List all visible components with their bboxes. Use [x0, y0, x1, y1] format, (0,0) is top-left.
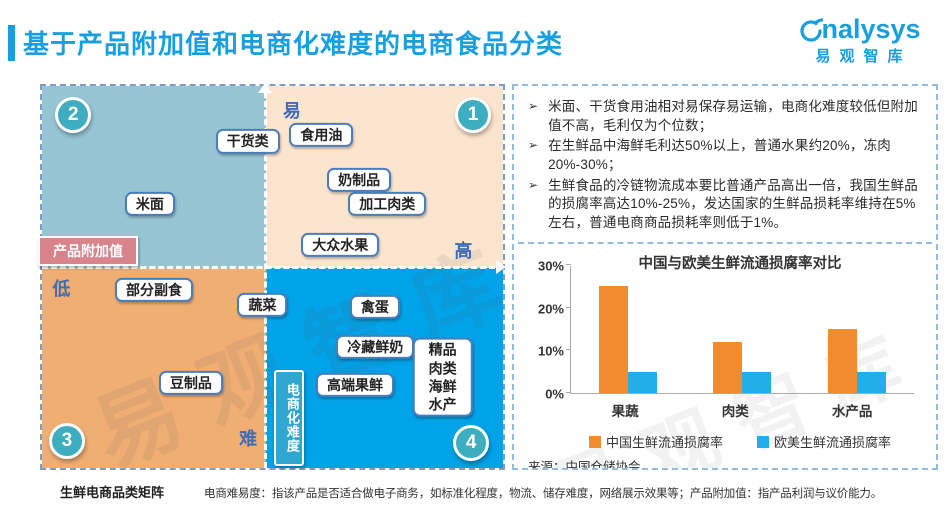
y-axis-min-label: 难 — [239, 429, 258, 450]
chart-source: 来源：中国仓储协会 — [528, 460, 641, 470]
chart-legend: 中国生鲜流通损腐率 欧美生鲜流通损腐率 — [554, 432, 926, 451]
quadrant-3-number: 3 — [48, 423, 85, 460]
chart-plot-area: 0% 10% 20% 30% — [538, 259, 914, 402]
bar-group-1 — [599, 286, 658, 393]
matrix-item-chip: 奶制品 — [327, 167, 392, 193]
legend-item: 中国生鲜流通损腐率 — [588, 432, 723, 451]
y-axis-tick-label: 20% — [537, 301, 564, 317]
y-axis-tick-label: 0% — [545, 386, 564, 402]
panel-divider — [518, 242, 932, 244]
y-axis-max-label: 易 — [282, 100, 301, 121]
bullet-arrow-icon: ➢ — [528, 177, 539, 192]
matrix-item-chip: 干货类 — [215, 129, 280, 154]
bar-欧美生鲜流通损腐率-果蔬 — [628, 371, 658, 393]
matrix-item-chip: 高端果鲜 — [316, 372, 395, 397]
footer-caption: 生鲜电商品类矩阵 — [60, 485, 165, 500]
analysys-logo: nalysys 易观智库 — [784, 16, 934, 66]
axis-arrow-up-icon — [258, 83, 273, 93]
quadrant-1-number: 1 — [455, 96, 492, 133]
bar-中国生鲜流通损腐率-水产品 — [827, 329, 857, 393]
matrix-item-chip: 大众水果 — [301, 233, 380, 258]
matrix-item-chip: 食用油 — [289, 123, 354, 148]
bullet-text: 米面、干货食用油相对易保存易运输，电商化难度较低但附加值不高，毛利仅为个位数； — [548, 99, 918, 133]
matrix-item-chip: 加工肉类 — [348, 191, 427, 217]
quadrant-matrix: 易观智库 1 2 3 4 易 难 高 低 产品附加值 电商化难度 干货类食用油米… — [38, 83, 539, 485]
legend-swatch-icon — [757, 435, 769, 448]
insight-panel: ➢ 米面、干货食用油相对易保存易运输，电商化难度较低但附加值不高，毛利仅为个位数；… — [512, 84, 938, 470]
loss-rate-bar-chart: 易观智库 中国与欧美生鲜流通损腐率对比 0%10%20%30% 果蔬肉类水产品 … — [514, 244, 936, 468]
matrix-item-chip: 米面 — [124, 191, 175, 216]
footer-note: 电商难易度：指该产品是否适合做电子商务，如标准化程度，物流、储存难度，网络展示效… — [204, 488, 883, 500]
x-axis-category-label: 水产品 — [831, 404, 873, 419]
y-axis-title-badge: 电商化难度 — [273, 370, 304, 466]
bullet-arrow-icon: ➢ — [528, 138, 539, 153]
insight-bullets: ➢ 米面、干货食用油相对易保存易运输，电商化难度较低但附加值不高，毛利仅为个位数；… — [514, 86, 936, 232]
bar-中国生鲜流通损腐率-肉类 — [713, 341, 743, 393]
x-axis-title-badge: 产品附加值 — [38, 235, 138, 266]
header: 基于产品附加值和电商化难度的电商食品分类 — [8, 24, 563, 61]
chart-bars — [571, 266, 914, 393]
insight-bullet: ➢ 米面、干货食用油相对易保存易运输，电商化难度较低但附加值不高，毛利仅为个位数； — [526, 98, 928, 135]
matrix-item-chip: 部分副食 — [115, 277, 194, 303]
bar-欧美生鲜流通损腐率-肉类 — [742, 371, 772, 393]
bullet-arrow-icon: ➢ — [528, 99, 539, 113]
matrix-item-chip: 蔬菜 — [237, 293, 288, 318]
matrix-item-chip: 禽蛋 — [349, 294, 400, 319]
quadrant-4-number: 4 — [453, 425, 490, 462]
legend-swatch-icon — [588, 435, 601, 448]
bar-中国生鲜流通损腐率-果蔬 — [599, 286, 629, 393]
logo-brand: nalysys — [784, 16, 934, 43]
bullet-text: 生鲜食品的冷链物流成本要比普通产品高出一倍，我国生鲜品的损腐率高达10%-25%… — [548, 177, 918, 230]
legend-item: 欧美生鲜流通损腐率 — [757, 432, 891, 451]
horizontal-axis-line — [42, 266, 495, 270]
matrix-item-chip: 豆制品 — [158, 370, 223, 395]
y-axis-tick-mark — [566, 349, 571, 351]
y-axis-tick-label: 30% — [537, 258, 564, 274]
bar-group-3 — [827, 329, 886, 393]
legend-label: 欧美生鲜流通损腐率 — [774, 435, 892, 450]
legend-label: 中国生鲜流通损腐率 — [605, 435, 723, 450]
vertical-axis-line — [264, 92, 268, 468]
insight-bullet: ➢ 生鲜食品的冷链物流成本要比普通产品高出一倍，我国生鲜品的损腐率高达10%-25… — [526, 177, 928, 233]
x-axis-max-label: 高 — [454, 241, 473, 262]
bullet-text: 在生鲜品中海鲜毛利达50%以上，普通水果约20%，冻肉20%-30%； — [548, 138, 892, 172]
matrix-item-chip: 冷藏鲜奶 — [336, 335, 415, 360]
x-axis-min-label: 低 — [52, 278, 71, 299]
bar-group-2 — [713, 341, 772, 393]
chart-title: 中国与欧美生鲜流通损腐率对比 — [638, 256, 842, 272]
title-accent-bar — [8, 24, 15, 61]
footer: 生鲜电商品类矩阵 电商难易度：指该产品是否适合做电子商务，如标准化程度，物流、储… — [60, 482, 882, 501]
logo-brand-text: nalysys — [821, 14, 921, 44]
x-axis-category-label: 果蔬 — [611, 404, 639, 419]
page-title: 基于产品附加值和电商化难度的电商食品分类 — [23, 29, 564, 59]
quadrant-2-number: 2 — [55, 96, 92, 133]
logo-brand-cn: 易观智库 — [815, 48, 912, 65]
axis-arrow-right-icon — [496, 260, 506, 275]
logo-swirl-icon — [800, 17, 824, 42]
y-axis-tick-mark — [566, 392, 571, 393]
x-axis-category-label: 肉类 — [721, 404, 749, 419]
matrix-item-chip: 精品肉类 海鲜水产 — [412, 338, 473, 417]
insight-bullet: ➢ 在生鲜品中海鲜毛利达50%以上，普通水果约20%，冻肉20%-30%； — [526, 137, 928, 174]
y-axis-tick-mark — [566, 264, 571, 265]
y-axis-tick-mark — [566, 306, 571, 308]
bar-欧美生鲜流通损腐率-水产品 — [856, 371, 886, 393]
chart-x-labels: 果蔬 肉类 水产品 — [570, 400, 914, 420]
y-axis-tick-label: 10% — [537, 343, 564, 359]
